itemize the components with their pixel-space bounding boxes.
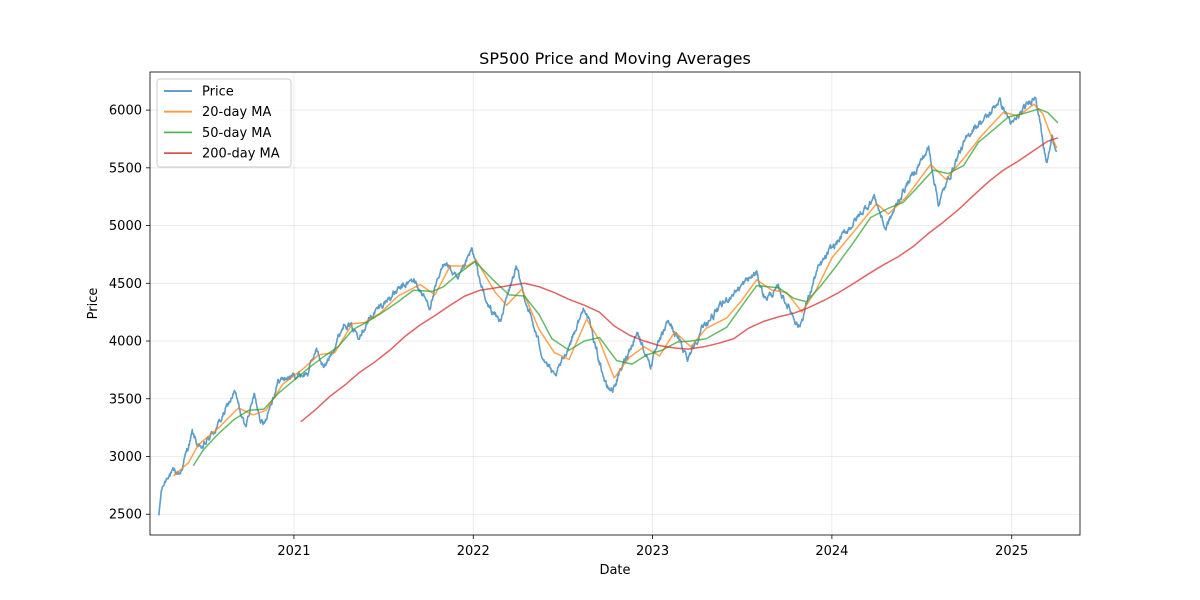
x-tick-label: 2022	[457, 544, 490, 559]
y-tick-label: 5000	[109, 219, 142, 234]
legend-box	[156, 78, 292, 168]
y-tick-label: 4500	[109, 277, 142, 292]
chart-title: SP500 Price and Moving Averages	[479, 49, 751, 68]
legend-label: 200-day MA	[202, 147, 280, 162]
series-line-3	[300, 137, 1059, 423]
x-tick-label: 2025	[995, 544, 1028, 559]
y-axis-title: Price	[86, 288, 101, 320]
grid	[150, 72, 1080, 535]
series-line-2	[192, 108, 1059, 467]
axis-ticks: 2500 3000 3500 4000 4500 5000 5500 6000 2021 2022…	[109, 104, 1028, 559]
y-tick-label: 4000	[109, 335, 142, 350]
x-tick-label: 2021	[277, 544, 310, 559]
x-tick-label: 2024	[815, 544, 848, 559]
y-tick-label: 3500	[109, 392, 142, 407]
legend-label: 20-day MA	[202, 105, 271, 120]
legend-label: 50-day MA	[202, 126, 271, 141]
series-line-0	[158, 96, 1058, 516]
plot-area-frame	[149, 71, 1081, 536]
y-tick-label: 6000	[109, 104, 142, 119]
series-line-1	[173, 103, 1058, 477]
series-lines	[158, 96, 1059, 516]
y-tick-label: 2500	[109, 508, 142, 523]
x-axis-title: Date	[599, 563, 630, 578]
y-tick-label: 5500	[109, 161, 142, 176]
x-tick-label: 2023	[636, 544, 669, 559]
legend-label: Price	[202, 85, 234, 100]
legend: Price 20-day MA 50-day MA 200-day MA	[156, 78, 292, 168]
y-tick-label: 3000	[109, 450, 142, 465]
